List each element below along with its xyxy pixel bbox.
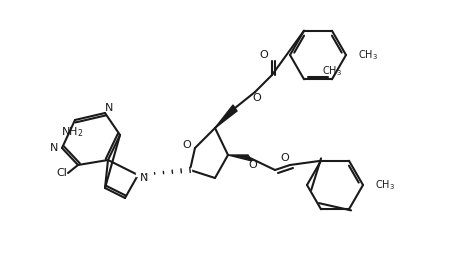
Text: O: O: [248, 160, 257, 170]
Text: O: O: [259, 50, 268, 60]
Text: O: O: [182, 140, 191, 150]
Text: O: O: [252, 93, 261, 103]
Text: NH$_2$: NH$_2$: [61, 125, 83, 139]
Text: CH$_3$: CH$_3$: [374, 178, 394, 192]
Text: N: N: [140, 173, 148, 183]
Text: CH$_3$: CH$_3$: [321, 64, 341, 78]
Text: Cl: Cl: [56, 168, 67, 178]
Text: O: O: [280, 153, 289, 163]
Polygon shape: [228, 155, 252, 161]
Text: N: N: [105, 103, 113, 113]
Text: CH$_3$: CH$_3$: [357, 48, 377, 62]
Polygon shape: [214, 105, 236, 128]
Text: N: N: [50, 143, 58, 153]
